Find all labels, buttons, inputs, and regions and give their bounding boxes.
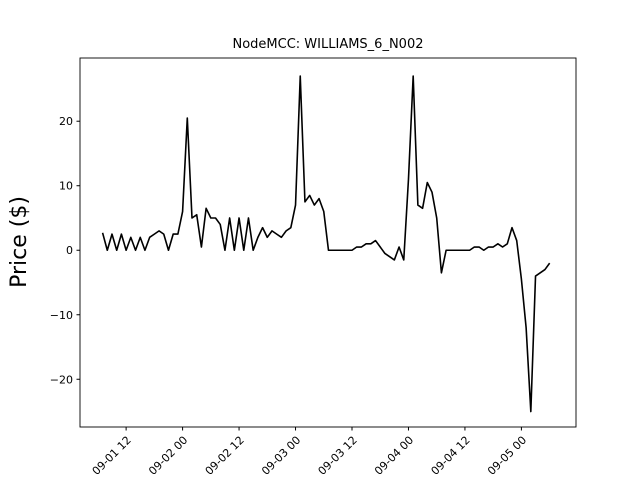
y-tick-label: −20: [50, 373, 73, 386]
axes-frame: [79, 57, 577, 428]
y-tick-label: −10: [50, 309, 73, 322]
chart-title: NodeMCC: WILLIAMS_6_N002: [233, 37, 424, 52]
y-axis-label: Price ($): [7, 196, 32, 288]
x-tick-label: 09-02 00: [146, 434, 190, 478]
x-tick-label: 09-02 12: [203, 434, 247, 478]
x-tick-label: 09-05 00: [485, 434, 529, 478]
x-tick-label: 09-03 12: [316, 434, 360, 478]
y-tick-label: 10: [59, 180, 73, 193]
x-tick-label: 09-04 00: [372, 434, 416, 478]
y-tick-label: 20: [59, 115, 73, 128]
x-tick-label: 09-03 00: [259, 434, 303, 478]
x-tick-label: 09-04 12: [429, 434, 473, 478]
x-tick-label: 09-01 12: [90, 434, 134, 478]
y-tick-label: 0: [66, 244, 73, 257]
price-line: [101, 75, 551, 413]
